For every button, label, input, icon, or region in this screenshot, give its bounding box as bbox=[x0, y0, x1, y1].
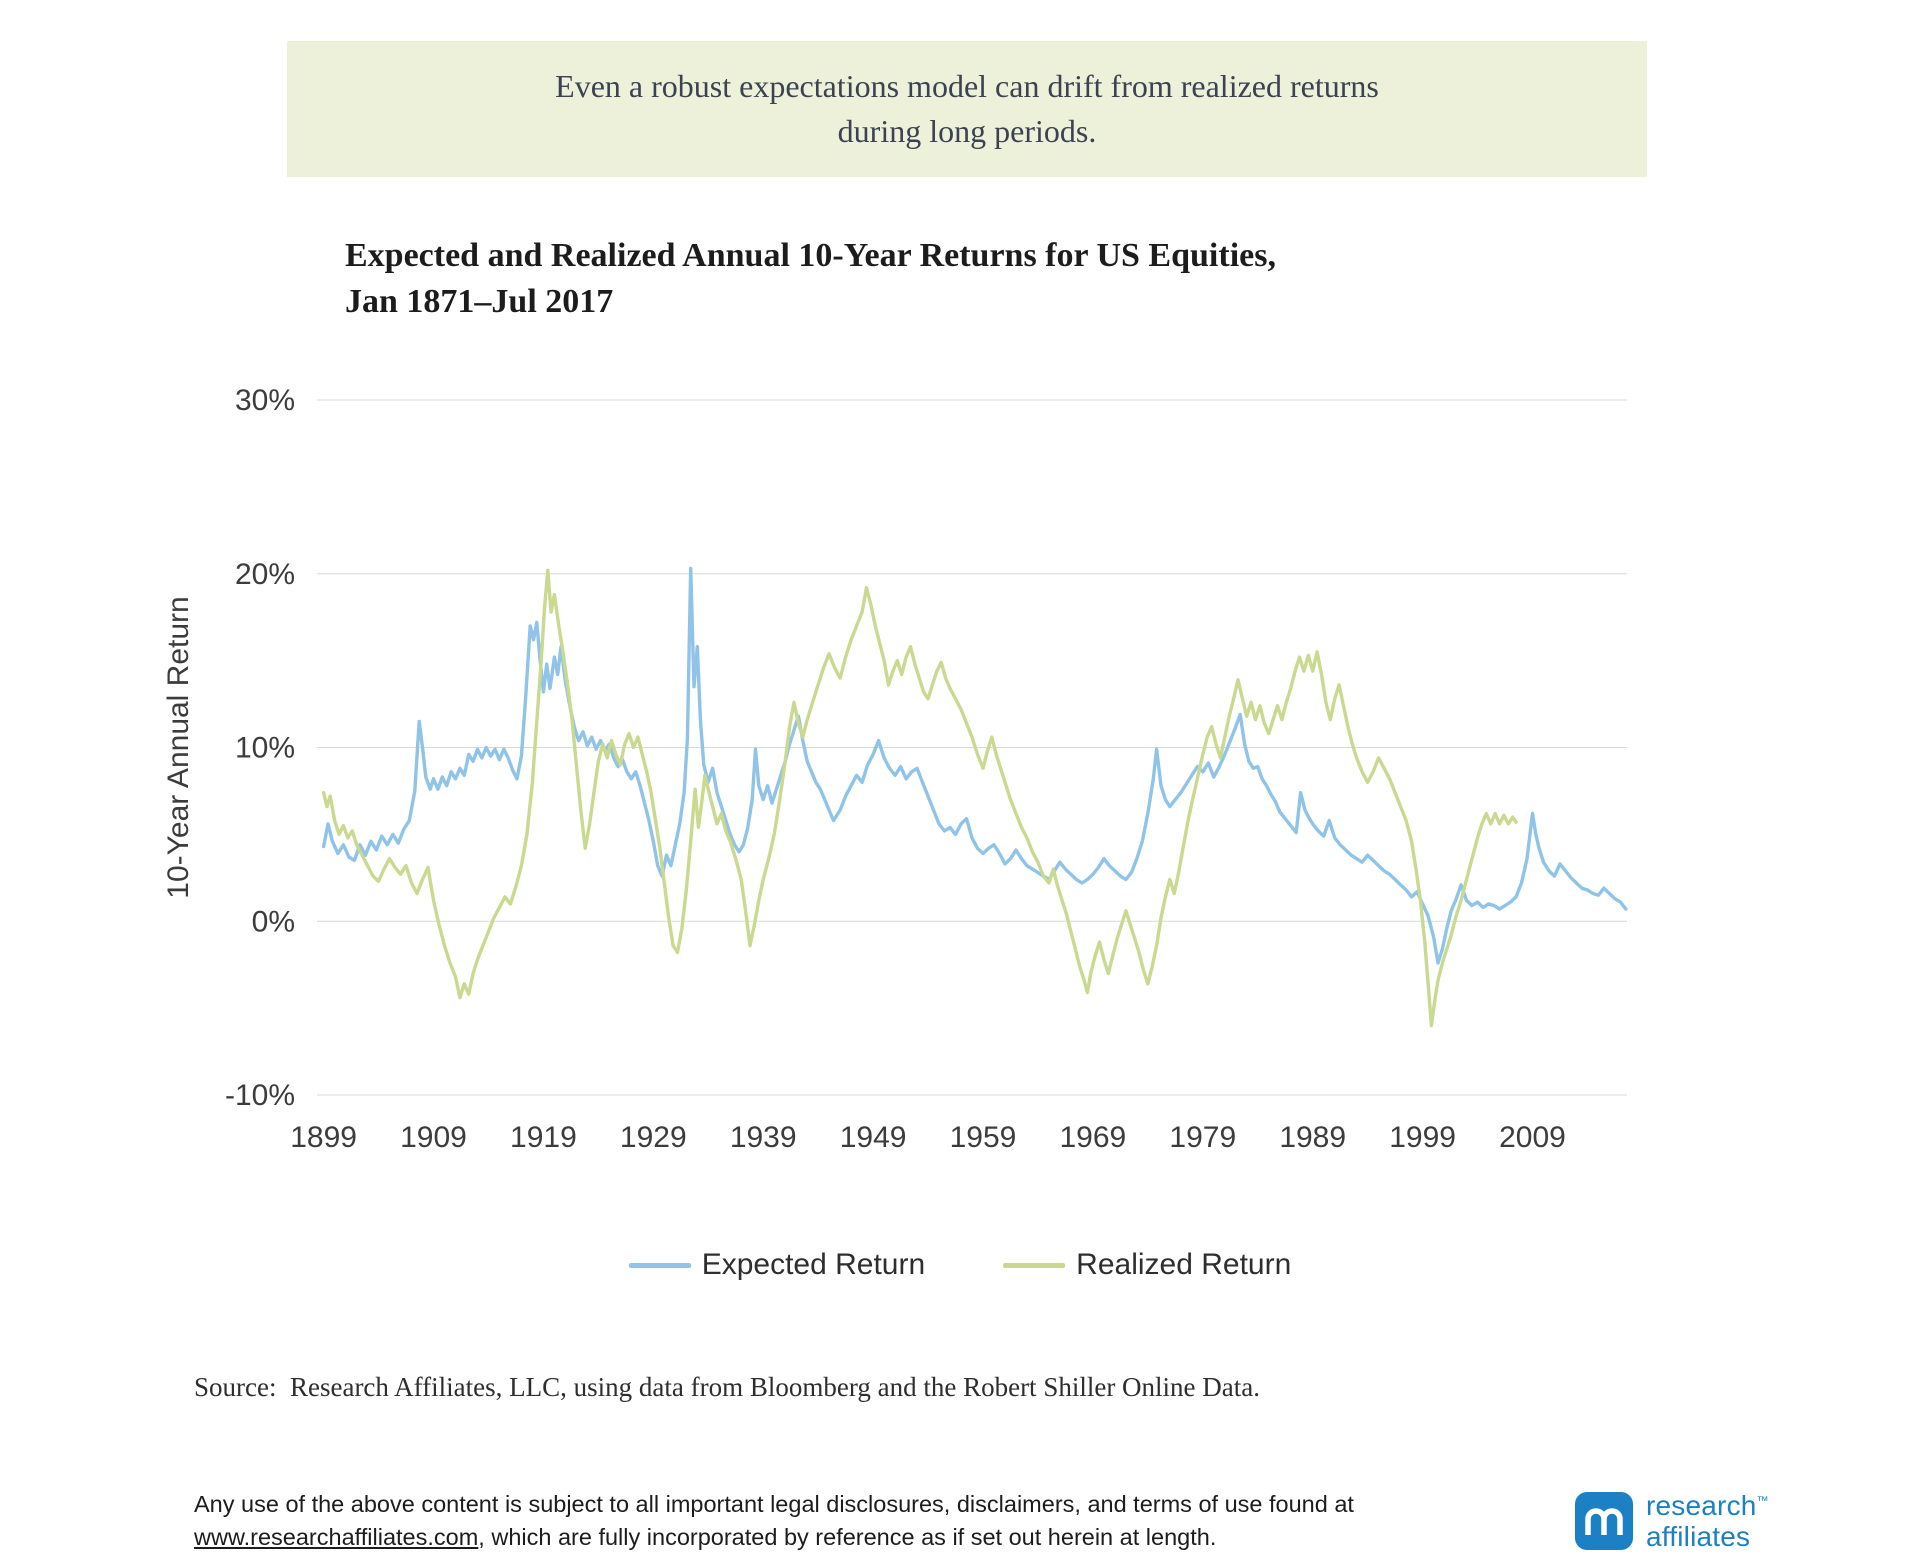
x-tick-label: 1939 bbox=[730, 1121, 797, 1154]
disclaimer-line-1: Any use of the above content is subject … bbox=[194, 1491, 1354, 1517]
x-tick-label: 1999 bbox=[1389, 1121, 1456, 1154]
x-tick-label: 1949 bbox=[840, 1121, 907, 1154]
y-tick-label: 0% bbox=[252, 905, 295, 938]
trademark-symbol: ™ bbox=[1756, 1493, 1769, 1508]
x-tick-label: 1979 bbox=[1169, 1121, 1236, 1154]
headline-banner: Even a robust expectations model can dri… bbox=[287, 41, 1647, 177]
chart-title-line-1: Expected and Realized Annual 10-Year Ret… bbox=[345, 237, 1276, 274]
expected-return-swatch bbox=[628, 1262, 691, 1268]
x-tick-label: 1929 bbox=[620, 1121, 687, 1154]
chart-title: Expected and Realized Annual 10-Year Ret… bbox=[345, 233, 1276, 325]
chart-legend: Expected Return Realized Return bbox=[0, 1248, 1920, 1282]
x-tick-label: 1989 bbox=[1279, 1121, 1346, 1154]
source-note: Source: Research Affiliates, LLC, using … bbox=[194, 1372, 1261, 1402]
x-tick-label: 1899 bbox=[290, 1121, 357, 1154]
research-affiliates-logo: research™ affiliates bbox=[1575, 1490, 1769, 1553]
legend-item-expected: Expected Return bbox=[628, 1248, 926, 1282]
y-tick-label: 20% bbox=[235, 558, 295, 591]
ra-logo-wordmark: research™ affiliates bbox=[1646, 1490, 1769, 1553]
y-tick-label: 30% bbox=[235, 384, 295, 417]
legal-disclaimer: Any use of the above content is subject … bbox=[194, 1488, 1394, 1555]
disclaimer-line-2: , which are fully incorporated by refere… bbox=[478, 1524, 1217, 1551]
logo-word-affiliates: affiliates bbox=[1646, 1521, 1751, 1553]
x-tick-label: 1909 bbox=[400, 1121, 467, 1154]
chart-title-line-2: Jan 1871–Jul 2017 bbox=[345, 282, 614, 320]
legend-item-realized: Realized Return bbox=[1003, 1248, 1291, 1282]
website-link[interactable]: www.researchaffiliates.com bbox=[194, 1524, 479, 1551]
logo-word-research: research bbox=[1646, 1490, 1757, 1521]
returns-line-chart: 30% 20% 10% 0% -10% 1899 1909 1919 1929 1939 1949 1… bbox=[162, 384, 1628, 1154]
x-tick-label: 1959 bbox=[950, 1121, 1017, 1154]
expected-return-line bbox=[321, 566, 1628, 965]
legend-label-expected: Expected Return bbox=[701, 1248, 926, 1281]
x-tick-label: 1919 bbox=[510, 1121, 577, 1154]
y-tick-label: 10% bbox=[235, 732, 295, 765]
realized-return-swatch bbox=[1003, 1262, 1066, 1268]
y-tick-label: -10% bbox=[225, 1079, 295, 1112]
x-tick-label: 2009 bbox=[1499, 1121, 1566, 1154]
realized-return-line bbox=[321, 568, 1518, 1028]
x-tick-label: 1969 bbox=[1060, 1121, 1127, 1154]
ra-logo-icon bbox=[1575, 1492, 1633, 1551]
y-axis-title: 10-Year Annual Return bbox=[162, 596, 195, 898]
headline-line-2: during long periods. bbox=[837, 113, 1097, 149]
headline-line-1: Even a robust expectations model can dri… bbox=[555, 67, 1379, 104]
legend-label-realized: Realized Return bbox=[1076, 1248, 1292, 1281]
